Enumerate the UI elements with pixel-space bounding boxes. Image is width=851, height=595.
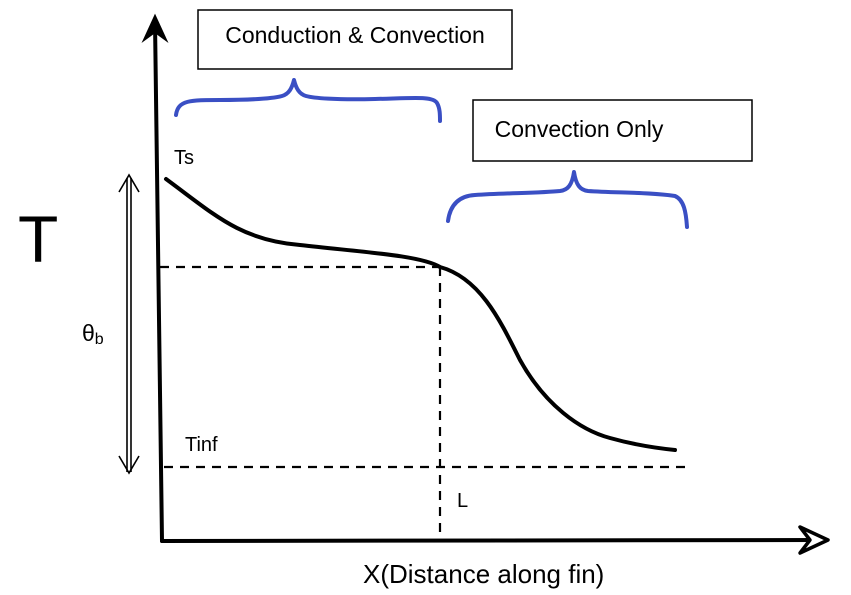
convection-only-brace [446, 170, 689, 229]
x-axis [160, 525, 830, 555]
ambient-temperature-label: Tinf [185, 434, 218, 456]
y-axis-arrowhead [141, 13, 169, 44]
convection-only-label-box: Convection Only [472, 99, 753, 162]
conduction-convection-label-box: Conduction & Convection [197, 9, 513, 70]
theta-dimension-arrow [118, 173, 140, 475]
x-axis-arrowhead [798, 525, 830, 555]
surface-temperature-label: Ts [174, 147, 194, 169]
conduction-convection-label: Conduction & Convection [225, 22, 485, 48]
theta-b-label: θb [82, 320, 104, 348]
y-axis [141, 13, 169, 543]
y-axis-label: T [18, 202, 58, 276]
theta-symbol: θ [82, 320, 95, 346]
theta-arrow-top-icon [118, 173, 140, 193]
length-label: L [457, 490, 468, 512]
conduction-convection-brace [174, 78, 442, 123]
x-axis-label: X(Distance along fin) [363, 559, 604, 589]
temperature-curve [164, 177, 677, 452]
convection-only-label: Convection Only [495, 116, 664, 142]
theta-arrow-bottom-icon [118, 455, 140, 475]
theta-subscript: b [95, 331, 104, 348]
